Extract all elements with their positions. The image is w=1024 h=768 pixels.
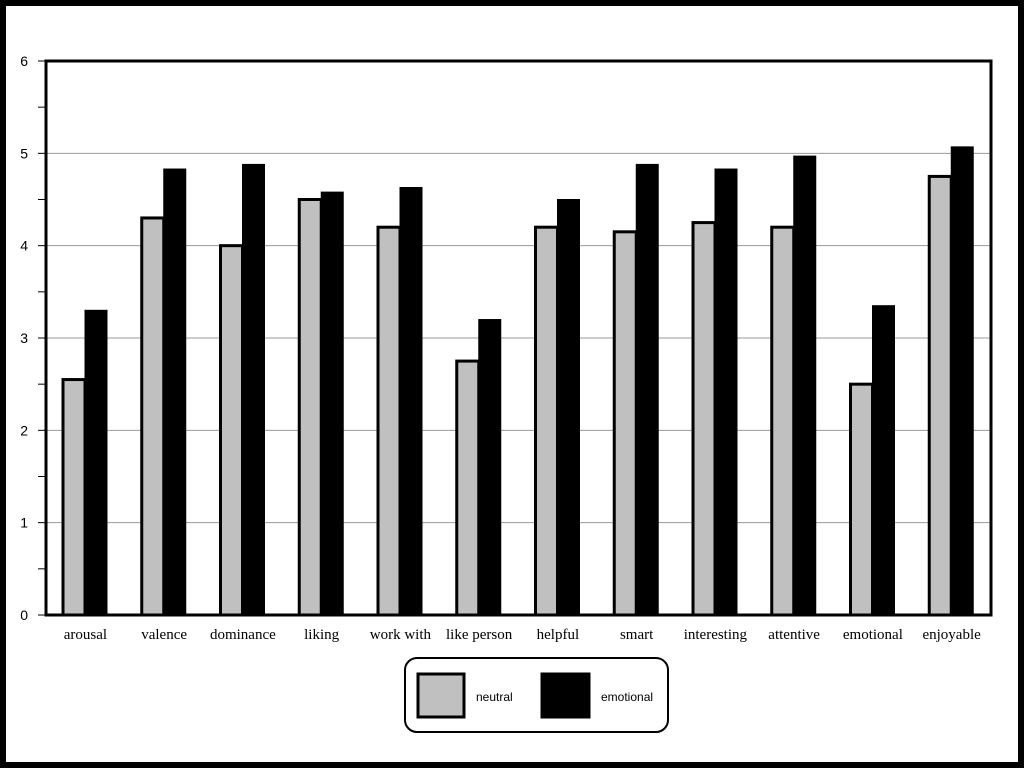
legend-swatch-emotional (540, 672, 591, 719)
bar-emotional-smart (635, 163, 659, 616)
y-tick-label: 2 (20, 422, 28, 438)
bar-emotional-emotional (872, 305, 895, 616)
bar-emotional-work-with (399, 186, 423, 616)
bar-emotional-helpful (557, 199, 580, 616)
bar-emotional-like-person (478, 319, 502, 616)
bar-neutral-arousal (61, 378, 87, 617)
bar-neutral-helpful (534, 225, 559, 617)
x-tick-label: helpful (537, 627, 580, 643)
bar-neutral-enjoyable (927, 174, 953, 617)
legend-label-neutral: neutral (476, 690, 513, 704)
y-tick-label: 4 (20, 238, 28, 254)
legend-box (404, 657, 669, 733)
legend: neutral emotional (404, 657, 669, 733)
legend-swatch-neutral (416, 672, 466, 719)
bar-emotional-liking (320, 191, 344, 616)
gridlines (46, 152, 991, 524)
bar-emotional-arousal (84, 309, 108, 616)
bar-neutral-dominance (219, 244, 244, 617)
bar-emotional-attentive (793, 155, 817, 616)
bar-emotional-dominance (242, 163, 265, 616)
bars (61, 146, 974, 617)
y-tick-label: 0 (20, 607, 28, 623)
bar-emotional-interesting (714, 168, 738, 616)
bar-neutral-valence (140, 216, 166, 617)
bar-neutral-liking (297, 198, 323, 617)
plot-area-border (44, 59, 993, 617)
y-tick-label: 3 (20, 330, 28, 346)
x-axis: arousal valence dominance liking work with li… (64, 627, 981, 643)
bar-emotional-enjoyable (950, 146, 974, 616)
x-tick-label: like person (446, 627, 513, 643)
bar-neutral-work-with (376, 225, 402, 617)
bar-neutral-attentive (770, 225, 796, 617)
legend-label-emotional: emotional (601, 690, 653, 704)
x-tick-label: liking (304, 627, 340, 643)
x-tick-label: enjoyable (922, 627, 981, 643)
x-tick-label: attentive (768, 627, 820, 643)
bar-emotional-valence (163, 168, 187, 616)
x-tick-label: interesting (684, 627, 748, 643)
bar-neutral-interesting (691, 221, 717, 617)
bar-neutral-smart (612, 230, 638, 617)
x-tick-label: work with (370, 627, 432, 643)
y-tick-label: 5 (20, 145, 28, 161)
y-tick-label: 6 (20, 53, 28, 69)
y-tick-label: 1 (20, 515, 28, 531)
x-tick-label: emotional (843, 627, 903, 643)
bar-neutral-emotional (849, 382, 874, 617)
x-tick-label: smart (620, 627, 654, 643)
bar-neutral-like-person (455, 359, 481, 617)
x-tick-label: valence (141, 627, 187, 643)
x-tick-label: dominance (210, 627, 276, 643)
y-axis: 0 1 2 3 4 5 6 (20, 53, 46, 623)
x-tick-label: arousal (64, 627, 107, 643)
